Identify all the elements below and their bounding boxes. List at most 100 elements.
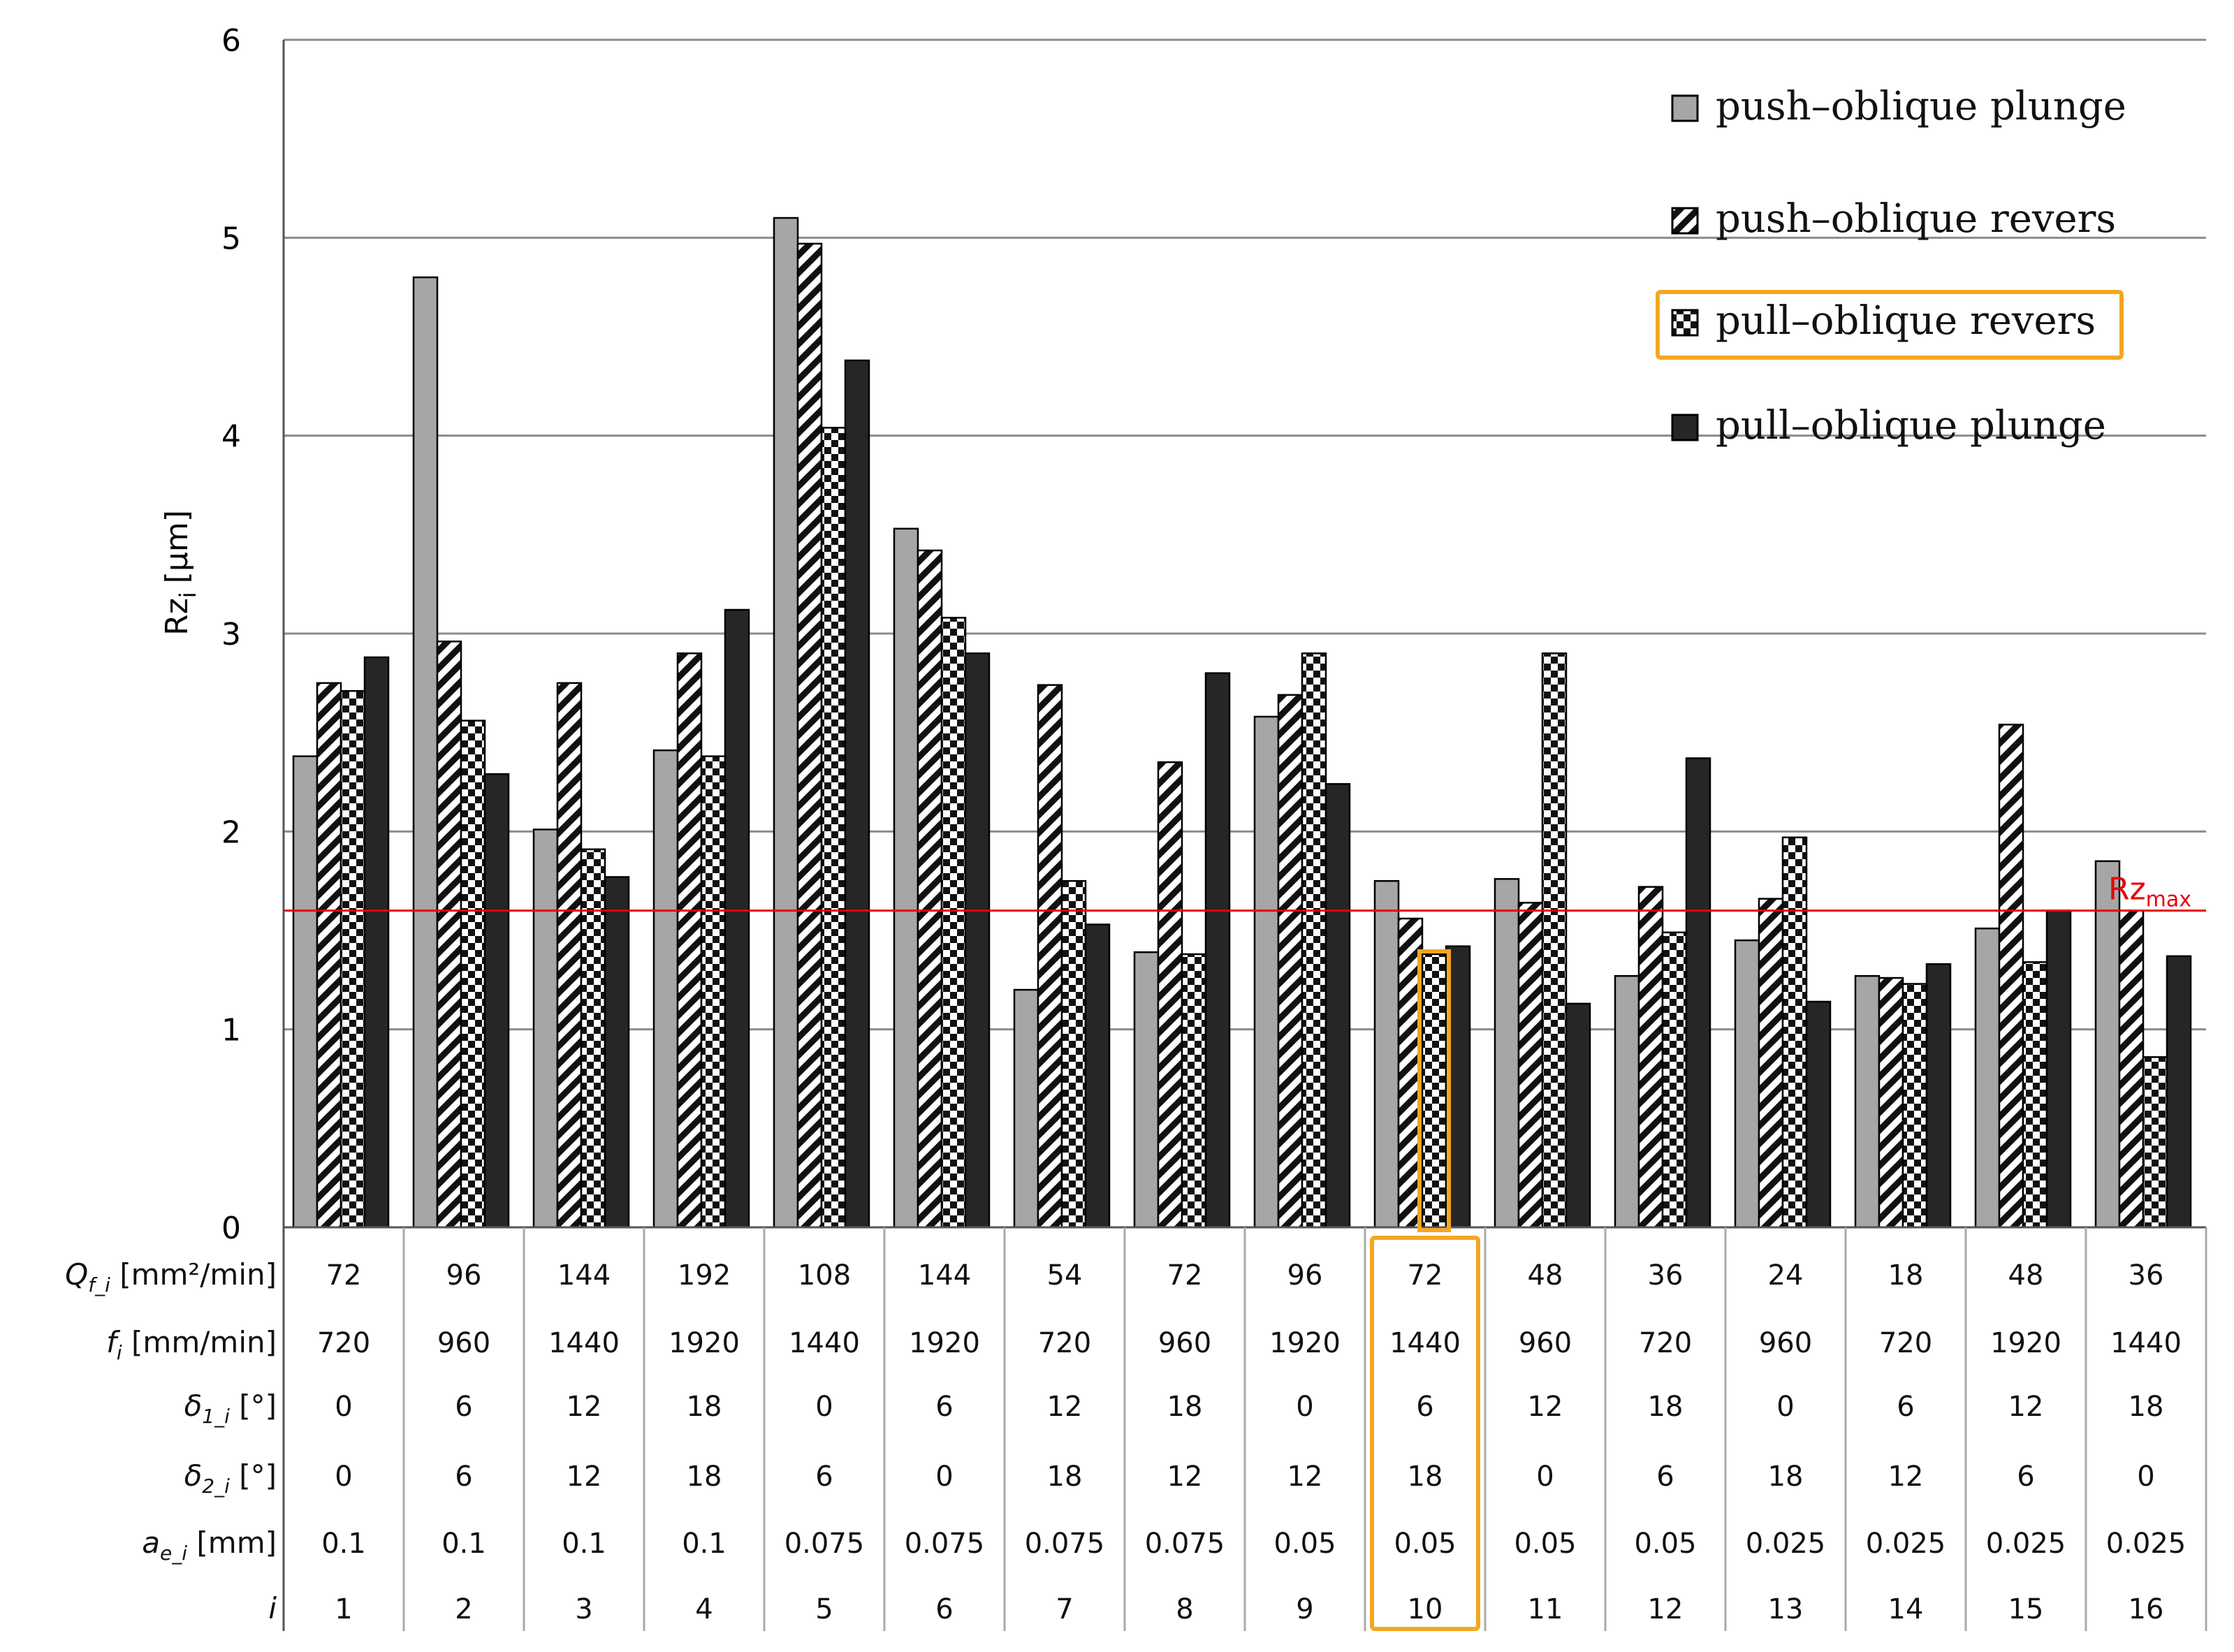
legend-label: push–oblique revers bbox=[1716, 196, 2116, 242]
table-cell: 3 bbox=[575, 1593, 592, 1625]
bar-series1-cat9 bbox=[1253, 715, 1280, 1229]
table-cell: 6 bbox=[935, 1593, 953, 1625]
table-cell: 12 bbox=[1888, 1461, 1924, 1493]
reference-line-group: Rzmax bbox=[284, 872, 2206, 912]
bar-series4-cat8 bbox=[1204, 672, 1231, 1229]
table-cell: 0 bbox=[335, 1461, 352, 1493]
table-cell: 12 bbox=[1287, 1461, 1323, 1493]
table-cell: 192 bbox=[678, 1259, 731, 1292]
bar-series1-cat4 bbox=[652, 749, 679, 1229]
table-cell: 6 bbox=[1897, 1391, 1914, 1423]
axes bbox=[282, 40, 2207, 1631]
table-cell: 0 bbox=[935, 1461, 953, 1493]
bar-series2-cat13 bbox=[1758, 898, 1784, 1229]
table-cell: 54 bbox=[1047, 1259, 1083, 1292]
table-column-highlight-box bbox=[1370, 1236, 1480, 1631]
bar-series2-cat4 bbox=[676, 652, 703, 1229]
table-cell: 18 bbox=[1047, 1461, 1083, 1493]
table-cell: 0.1 bbox=[682, 1528, 727, 1560]
bar-series1-cat8 bbox=[1133, 951, 1160, 1229]
bar-series4-cat3 bbox=[604, 876, 630, 1229]
table-cell: 48 bbox=[1528, 1259, 1563, 1292]
bar-series2-cat14 bbox=[1878, 977, 1904, 1229]
table-cell: 72 bbox=[1408, 1259, 1443, 1292]
table-cell: 720 bbox=[1038, 1327, 1091, 1359]
table-cell: 0.075 bbox=[905, 1528, 985, 1560]
bars bbox=[292, 217, 2192, 1229]
table-cell: 1440 bbox=[2110, 1327, 2182, 1359]
bar-series4-cat11 bbox=[1565, 1002, 1591, 1229]
table-cell: 6 bbox=[1416, 1391, 1433, 1423]
table-cell: 96 bbox=[1287, 1259, 1323, 1292]
table-cell: 5 bbox=[815, 1593, 833, 1625]
table-cell: 11 bbox=[1528, 1593, 1563, 1625]
table-cell: 960 bbox=[437, 1327, 490, 1359]
reference-line-label: Rzmax bbox=[2108, 872, 2191, 912]
legend: push–oblique plunge push–oblique revers pu… bbox=[1671, 84, 2126, 448]
y-tick-label: 2 bbox=[221, 814, 241, 850]
legend-swatch-diagonal bbox=[1671, 207, 1699, 235]
table-cell: 108 bbox=[798, 1259, 851, 1292]
table-cell: 6 bbox=[935, 1391, 953, 1423]
table-cell: 18 bbox=[1167, 1391, 1203, 1423]
table-cell: 720 bbox=[317, 1327, 370, 1359]
bar-series4-cat15 bbox=[2045, 909, 2072, 1229]
bar-series1-cat5 bbox=[773, 217, 799, 1229]
bar-series2-cat3 bbox=[556, 682, 583, 1229]
bar-series2-cat2 bbox=[436, 641, 462, 1229]
table-cell: 2 bbox=[455, 1593, 472, 1625]
table-cell: 18 bbox=[2129, 1391, 2164, 1423]
bar-series3-cat14 bbox=[1901, 983, 1928, 1229]
table-cell: 0.025 bbox=[2106, 1528, 2186, 1560]
bar-series2-cat16 bbox=[2118, 909, 2145, 1229]
table-cell: 18 bbox=[687, 1461, 722, 1493]
legend-swatch-checker bbox=[1671, 309, 1699, 337]
table-cell: 12 bbox=[567, 1391, 602, 1423]
bar-series1-cat16 bbox=[2094, 860, 2121, 1229]
table-cell: 12 bbox=[1167, 1461, 1203, 1493]
table-cell: 72 bbox=[326, 1259, 362, 1292]
bar-series4-cat14 bbox=[1925, 963, 1952, 1229]
y-axis-label: Rzi[µm] bbox=[159, 510, 201, 636]
bar-series4-cat4 bbox=[724, 608, 750, 1229]
y-axis-ticks: 0 1 2 3 4 5 6 bbox=[221, 23, 241, 1246]
table-row-label: Qf_i [mm²/min] bbox=[65, 1257, 277, 1296]
y-tick-label: 0 bbox=[221, 1211, 241, 1246]
table-cell: 18 bbox=[687, 1391, 722, 1423]
legend-swatch-black bbox=[1671, 414, 1699, 441]
bar-series4-cat9 bbox=[1324, 783, 1351, 1229]
bar-series4-cat13 bbox=[1805, 1000, 1832, 1229]
table-cell: 0.025 bbox=[1746, 1528, 1826, 1560]
legend-label: push–oblique plunge bbox=[1716, 84, 2126, 129]
table-cell: 72 bbox=[1167, 1259, 1203, 1292]
legend-swatch-gray bbox=[1671, 94, 1699, 122]
bar-series3-cat16 bbox=[2142, 1056, 2168, 1229]
table-cell: 0 bbox=[1776, 1391, 1794, 1423]
bar-series3-cat3 bbox=[580, 848, 606, 1229]
bar-series1-cat12 bbox=[1614, 974, 1640, 1229]
table-cell: 12 bbox=[1648, 1593, 1684, 1625]
table-cell: 0.025 bbox=[1986, 1528, 2066, 1560]
table-cell: 18 bbox=[1408, 1461, 1443, 1493]
table-row-label: δ1_i [°] bbox=[184, 1389, 277, 1428]
table-cell: 720 bbox=[1639, 1327, 1692, 1359]
table-cell: 0.075 bbox=[1145, 1528, 1225, 1560]
bar-series2-cat9 bbox=[1277, 694, 1304, 1229]
table-cell: 1920 bbox=[669, 1327, 740, 1359]
bar-series2-cat8 bbox=[1157, 761, 1183, 1229]
table-cell: 18 bbox=[1888, 1259, 1924, 1292]
table-cell: 1440 bbox=[789, 1327, 860, 1359]
bar-series3-cat5 bbox=[820, 427, 847, 1229]
table-cell: 960 bbox=[1759, 1327, 1812, 1359]
bar-series4-cat16 bbox=[2166, 955, 2192, 1229]
table-cell: 7 bbox=[1056, 1593, 1073, 1625]
bar-series3-cat10 bbox=[1421, 953, 1447, 1229]
bar-series4-cat5 bbox=[844, 359, 870, 1229]
table-cell: 12 bbox=[2008, 1391, 2044, 1423]
table-cell: 96 bbox=[446, 1259, 482, 1292]
table-cell: 960 bbox=[1158, 1327, 1211, 1359]
table-cell: 144 bbox=[918, 1259, 971, 1292]
bar-series2-cat6 bbox=[917, 549, 943, 1229]
legend-label: pull–oblique revers bbox=[1716, 298, 2096, 344]
bar-series2-cat12 bbox=[1637, 886, 1664, 1229]
